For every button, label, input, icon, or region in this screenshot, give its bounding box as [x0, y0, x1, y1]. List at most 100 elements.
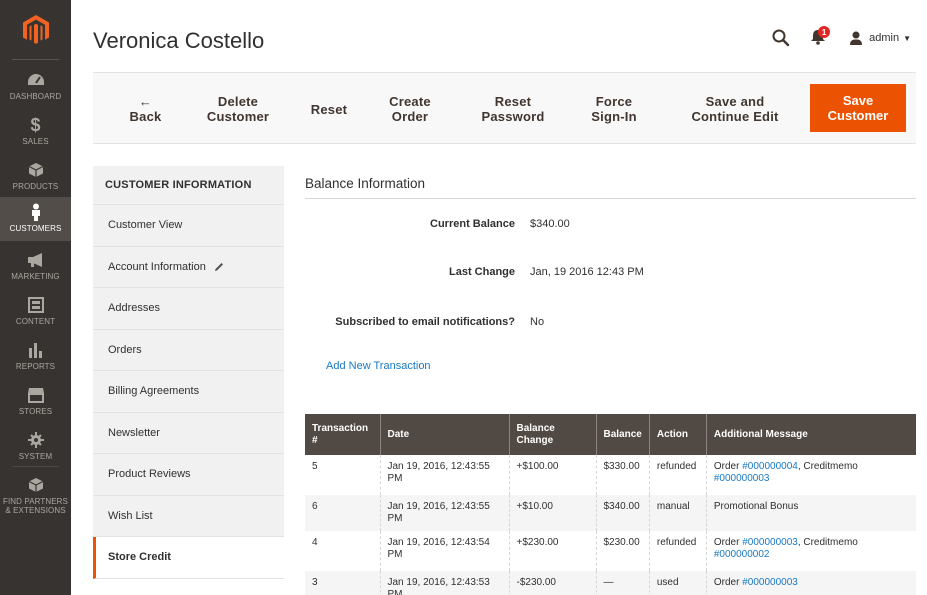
cell-balance-change: +$100.00 — [508, 455, 596, 495]
cube-icon — [28, 475, 44, 495]
tabs-heading: CUSTOMER INFORMATION — [93, 166, 284, 205]
tab-wish-list[interactable]: Wish List — [93, 495, 284, 537]
user-menu[interactable]: admin ▼ — [849, 31, 911, 45]
cell-message: Order #000000003, Creditmemo #000000002 — [705, 531, 916, 571]
megaphone-icon — [27, 250, 45, 270]
cell-message: Order #000000004, Creditmemo #000000003 — [705, 455, 916, 495]
section-divider — [305, 198, 916, 199]
page-actions-toolbar: ← Back Delete Customer Reset Create Orde… — [93, 72, 916, 144]
order-link[interactable]: #000000003 — [742, 577, 798, 588]
transactions-table: Transaction # Date Balance Change Balanc… — [305, 414, 916, 595]
table-row[interactable]: 3 Jan 19, 2016, 12:43:53 PM -$230.00 — u… — [305, 571, 916, 595]
nav-products[interactable]: Products — [0, 160, 71, 200]
add-new-transaction-link[interactable]: Add New Transaction — [326, 360, 431, 372]
logo-divider — [12, 59, 59, 60]
cell-transaction-id: 4 — [305, 531, 380, 571]
nav-dashboard[interactable]: Dashboard — [0, 70, 71, 110]
cell-action: used — [648, 571, 707, 595]
order-link[interactable]: #000000004 — [742, 461, 798, 472]
magento-logo[interactable] — [0, 0, 71, 60]
cell-balance-change: +$230.00 — [508, 531, 596, 571]
nav-content[interactable]: Content — [0, 295, 71, 335]
table-row[interactable]: 4 Jan 19, 2016, 12:43:54 PM +$230.00 $23… — [305, 531, 916, 571]
nav-reports[interactable]: Reports — [0, 340, 71, 380]
column-header-action[interactable]: Action — [648, 414, 707, 455]
reset-button[interactable]: Reset — [310, 101, 348, 117]
cell-action: refunded — [648, 455, 707, 495]
cell-date: Jan 19, 2016, 12:43:55 PM — [379, 495, 509, 531]
cell-balance: $340.00 — [595, 495, 650, 531]
nav-find-partners[interactable]: Find Partners & Extensions — [0, 475, 71, 519]
cell-date: Jan 19, 2016, 12:43:55 PM — [379, 455, 509, 495]
column-header-balance-change[interactable]: Balance Change — [508, 414, 596, 455]
user-name: admin — [869, 32, 900, 44]
cell-transaction-id: 6 — [305, 495, 380, 531]
tab-store-credit[interactable]: Store Credit — [93, 537, 284, 579]
bar-chart-icon — [28, 340, 44, 360]
cell-date: Jan 19, 2016, 12:43:54 PM — [379, 531, 509, 571]
force-sign-in-button[interactable]: Force Sign-In — [591, 94, 637, 124]
cell-message: Order #000000003 — [705, 571, 916, 595]
cell-action: refunded — [648, 531, 707, 571]
cell-balance-change: +$10.00 — [508, 495, 596, 531]
tab-orders[interactable]: Orders — [93, 329, 284, 371]
header-actions: 1 admin ▼ — [771, 26, 911, 48]
dashboard-icon — [27, 70, 45, 90]
nav-sales[interactable]: $ Sales — [22, 114, 49, 147]
cell-balance: — — [595, 571, 650, 595]
column-header-transaction[interactable]: Transaction # — [305, 414, 380, 455]
column-header-balance[interactable]: Balance — [595, 414, 650, 455]
reset-password-button[interactable]: Reset Password — [481, 94, 545, 124]
creditmemo-link[interactable]: #000000003 — [713, 473, 770, 484]
cell-date: Jan 19, 2016, 12:43:53 PM — [379, 571, 509, 595]
gear-icon — [27, 430, 44, 450]
cell-balance: $330.00 — [595, 455, 650, 495]
nav-marketing[interactable]: Marketing — [0, 250, 71, 290]
table-row[interactable]: 6 Jan 19, 2016, 12:43:55 PM +$10.00 $340… — [305, 495, 916, 531]
tab-customer-view[interactable]: Customer View — [93, 205, 284, 247]
column-header-date[interactable]: Date — [379, 414, 509, 455]
save-and-continue-button[interactable]: Save and Continue Edit — [691, 94, 779, 124]
notification-badge: 1 — [818, 26, 831, 38]
back-button[interactable]: ← Back — [129, 94, 162, 124]
nav-customers[interactable]: Customers — [0, 197, 71, 241]
creditmemo-link[interactable]: #000000002 — [713, 549, 770, 560]
create-order-button[interactable]: Create Order — [389, 94, 431, 124]
nav-stores[interactable]: Stores — [0, 385, 71, 425]
tab-account-information[interactable]: Account Information — [93, 246, 284, 288]
save-customer-button[interactable]: Save Customer — [810, 84, 906, 132]
cell-balance: $230.00 — [595, 531, 650, 571]
layout-icon — [27, 295, 44, 315]
cell-transaction-id: 3 — [305, 571, 380, 595]
last-change-value: Jan, 19 2016 12:43 PM — [530, 266, 644, 278]
table-header-row: Transaction # Date Balance Change Balanc… — [305, 414, 916, 455]
column-header-additional-message[interactable]: Additional Message — [705, 414, 916, 455]
user-icon — [850, 31, 863, 45]
cell-action: manual — [648, 495, 707, 531]
customer-info-tabs: CUSTOMER INFORMATION Customer View Accou… — [93, 166, 284, 579]
subscribed-value: No — [530, 316, 545, 328]
last-change-label: Last Change — [448, 266, 515, 278]
person-icon — [30, 202, 42, 222]
table-row[interactable]: 5 Jan 19, 2016, 12:43:55 PM +$100.00 $33… — [305, 455, 916, 495]
store-icon — [27, 385, 45, 405]
search-icon[interactable] — [771, 28, 791, 48]
chevron-down-icon: ▼ — [903, 33, 911, 43]
current-balance-value: $340.00 — [530, 218, 570, 230]
nav-divider — [12, 466, 59, 467]
pencil-icon — [214, 262, 223, 271]
subscribed-label: Subscribed to email notifications? — [335, 316, 515, 328]
current-balance-label: Current Balance — [430, 218, 515, 230]
tab-product-reviews[interactable]: Product Reviews — [93, 454, 284, 496]
dollar-icon: $ — [30, 114, 41, 135]
cell-message: Promotional Bonus — [705, 495, 916, 531]
tab-newsletter[interactable]: Newsletter — [93, 412, 284, 454]
magento-logo-icon — [22, 15, 49, 44]
tab-addresses[interactable]: Addresses — [93, 288, 284, 330]
notifications-button[interactable]: 1 — [809, 26, 831, 48]
page-title: Veronica Costello — [93, 28, 265, 53]
tab-billing-agreements[interactable]: Billing Agreements — [93, 371, 284, 413]
order-link[interactable]: #000000003 — [742, 537, 798, 548]
nav-system[interactable]: System — [0, 430, 71, 470]
delete-customer-button[interactable]: Delete Customer — [206, 94, 270, 124]
